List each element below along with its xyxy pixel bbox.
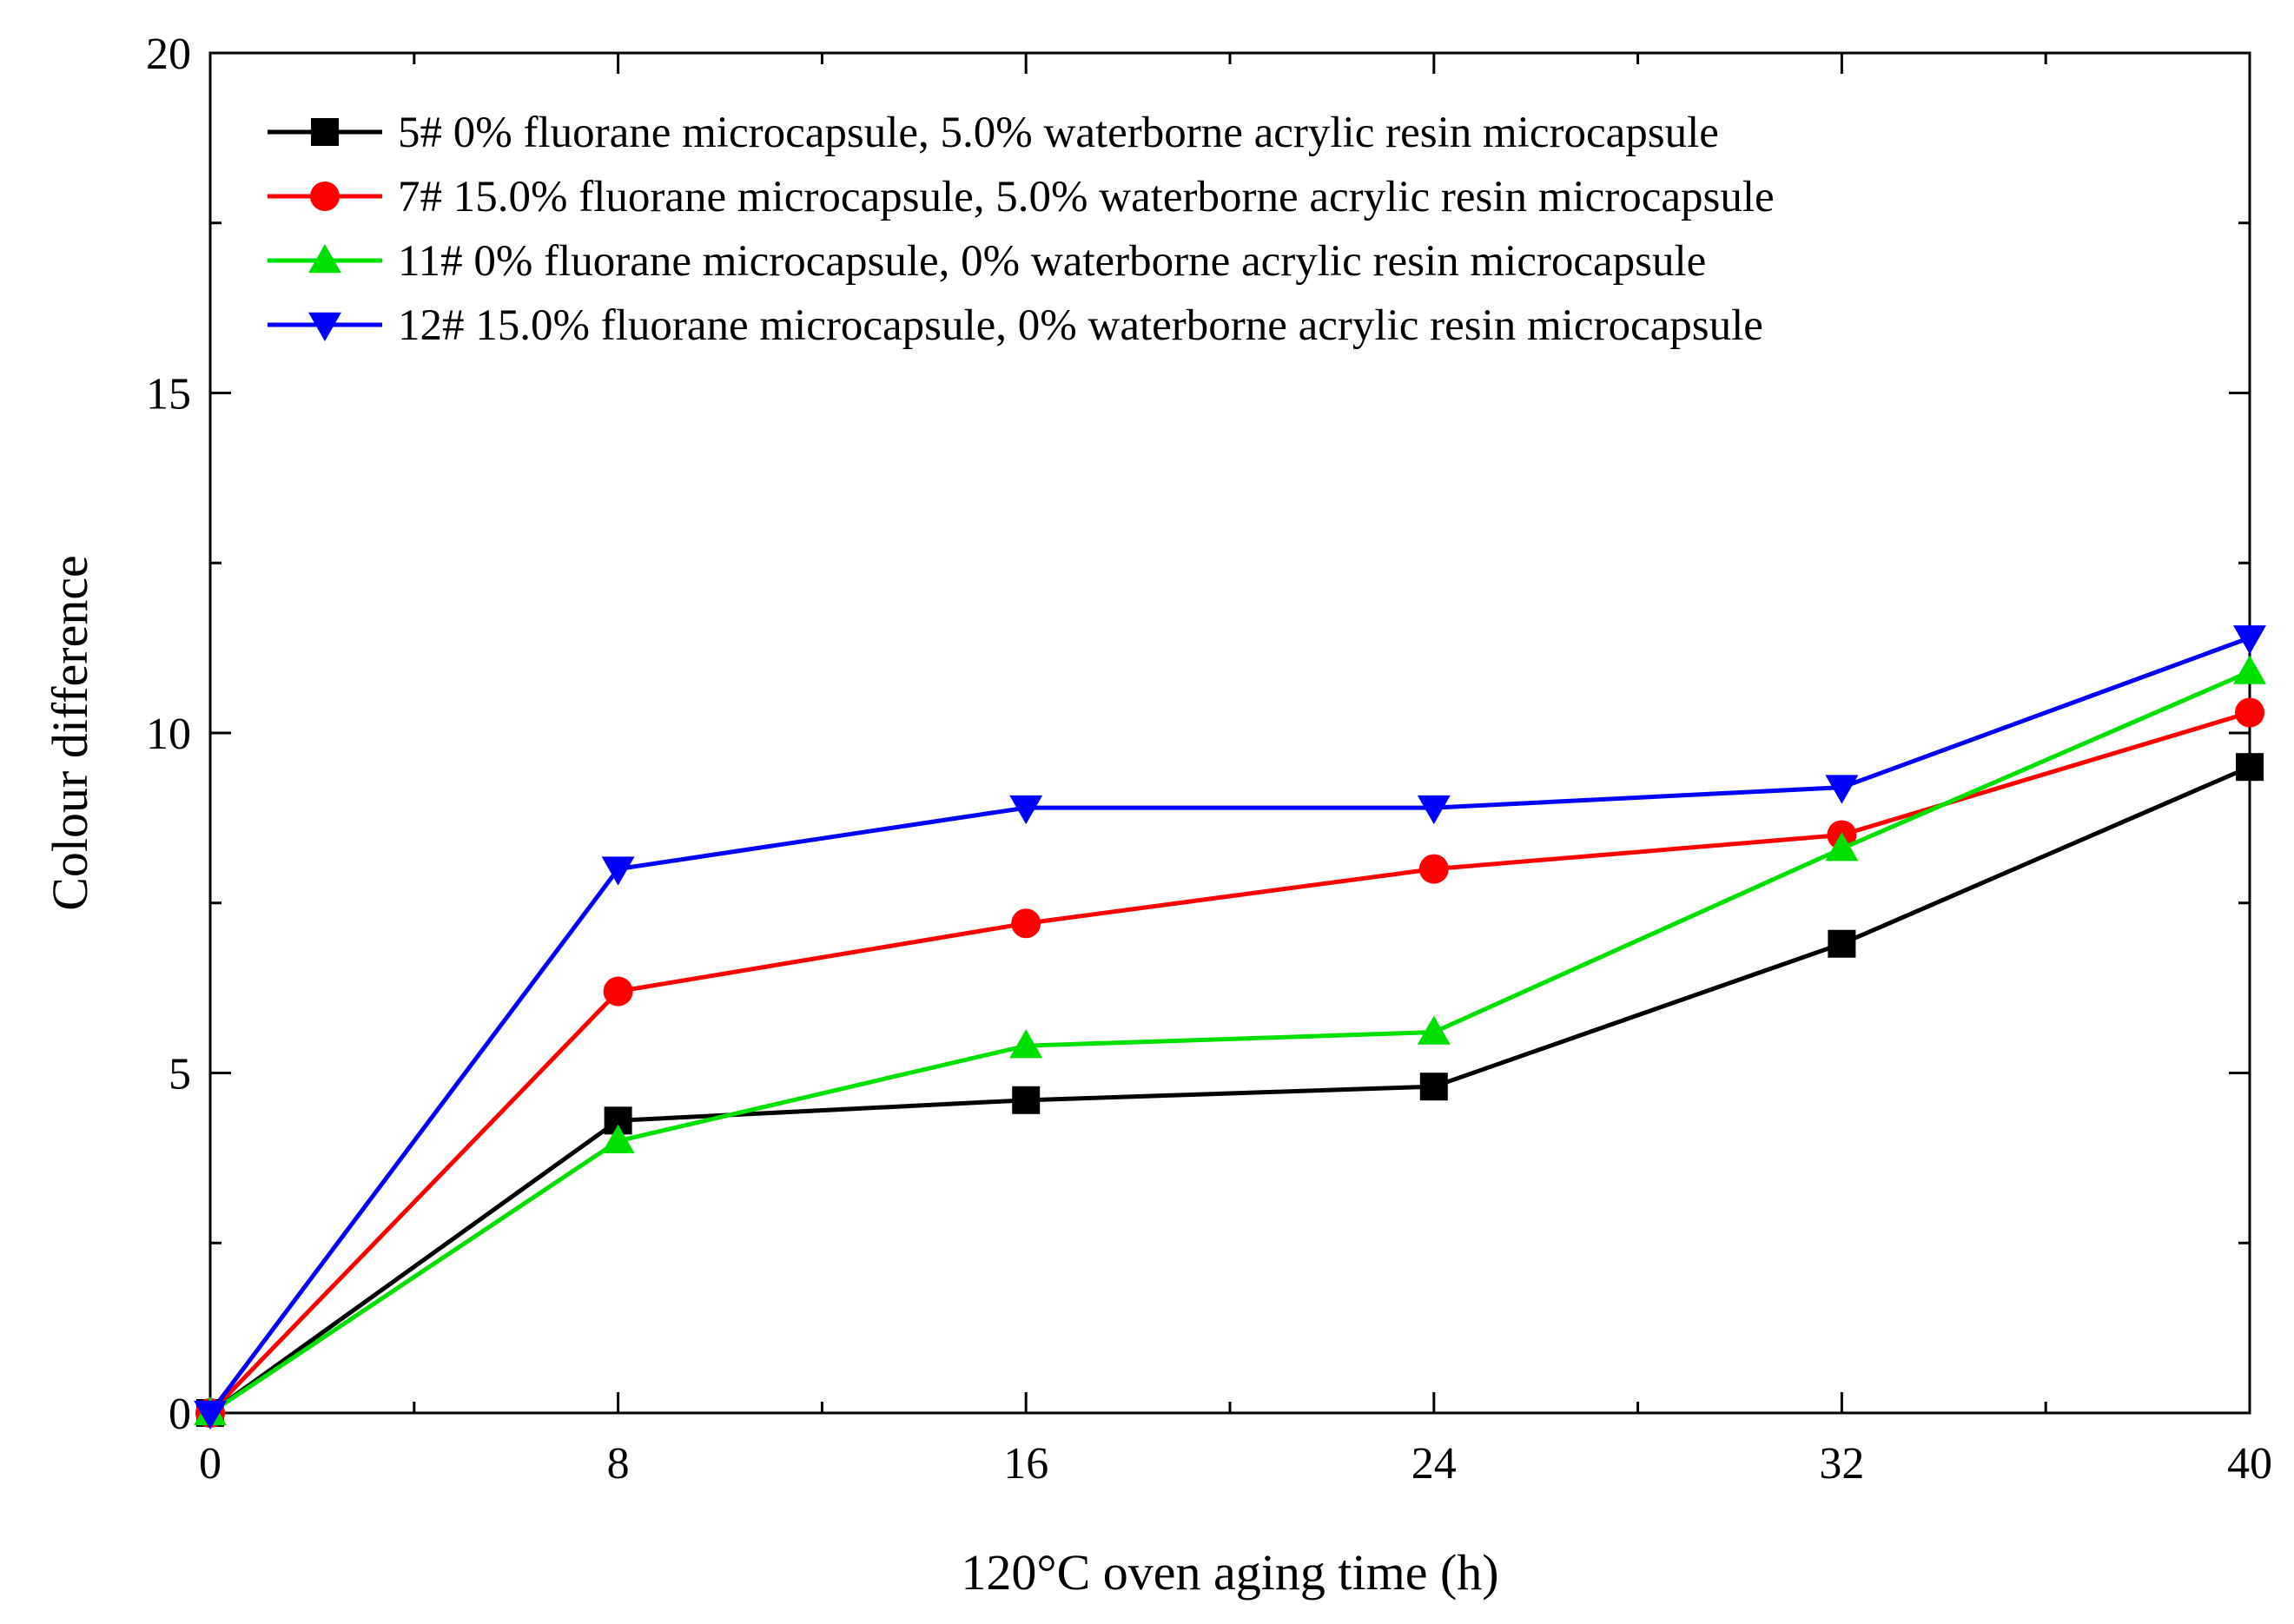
data-point: [194, 1400, 227, 1429]
data-point: [601, 856, 635, 886]
axes: 0 8 16 24 32 40 0 5 10 15 20: [146, 30, 2272, 1489]
data-point: [1418, 854, 1449, 884]
series-group: [194, 625, 2266, 1429]
data-point: [2233, 655, 2266, 684]
data-point: [1009, 795, 1043, 825]
data-point: [1009, 1029, 1043, 1059]
legend-label: 12# 15.0% fluorane microcapsule, 0% wate…: [398, 301, 1763, 350]
legend-marker: [310, 182, 340, 211]
x-tick-label: 24: [1411, 1439, 1457, 1489]
series-line: [208, 710, 2251, 1415]
data-point: [1419, 1073, 1448, 1101]
x-tick-label: 32: [1819, 1439, 1864, 1489]
legend-entry: 12# 15.0% fluorane microcapsule, 0% wate…: [268, 301, 1763, 350]
y-axis-title: Colour difference: [42, 555, 98, 911]
legend-entry: 11# 0% fluorane microcapsule, 0% waterbo…: [268, 237, 1706, 286]
series-4: [194, 625, 2266, 1429]
data-point: [1825, 775, 1859, 804]
data-point: [603, 976, 633, 1007]
x-tick-label: 16: [1003, 1439, 1048, 1489]
data-point: [601, 1124, 635, 1154]
data-point: [1012, 1086, 1041, 1114]
x-tick-label: 40: [2227, 1439, 2272, 1489]
x-axis-title: 120°C oven aging time (h): [961, 1544, 1498, 1601]
series-line: [208, 764, 2251, 1416]
data-point: [2235, 697, 2264, 728]
y-tick-label: 15: [146, 370, 191, 419]
legend-label: 11# 0% fluorane microcapsule, 0% waterbo…: [398, 237, 1706, 286]
y-tick-label: 10: [146, 710, 191, 759]
data-point: [1417, 795, 1451, 825]
data-point: [1417, 1015, 1451, 1045]
series-1: [196, 753, 2264, 1427]
series-line: [208, 670, 2251, 1416]
x-tick-label: 8: [607, 1439, 630, 1489]
legend-label: 5# 0% fluorane microcapsule, 5.0% waterb…: [398, 109, 1719, 157]
legend-marker: [311, 118, 339, 146]
series-line: [208, 636, 2251, 1415]
series-3: [194, 655, 2266, 1426]
y-tick-label: 5: [169, 1050, 191, 1099]
legend-marker: [308, 244, 341, 274]
data-point: [2233, 625, 2266, 655]
legend-marker: [308, 312, 341, 341]
data-point: [2236, 753, 2264, 782]
x-tick-label: 0: [199, 1439, 221, 1489]
legend-entry: 7# 15.0% fluorane microcapsule, 5.0% wat…: [268, 173, 1775, 221]
data-point: [1011, 908, 1041, 939]
legend: 5# 0% fluorane microcapsule, 5.0% waterb…: [268, 109, 1775, 350]
legend-entry: 5# 0% fluorane microcapsule, 5.0% waterb…: [268, 109, 1719, 157]
data-point: [1825, 832, 1859, 862]
legend-label: 7# 15.0% fluorane microcapsule, 5.0% wat…: [398, 173, 1775, 221]
y-tick-label: 20: [146, 30, 191, 79]
data-point: [1828, 929, 1856, 958]
y-tick-label: 0: [169, 1390, 191, 1439]
